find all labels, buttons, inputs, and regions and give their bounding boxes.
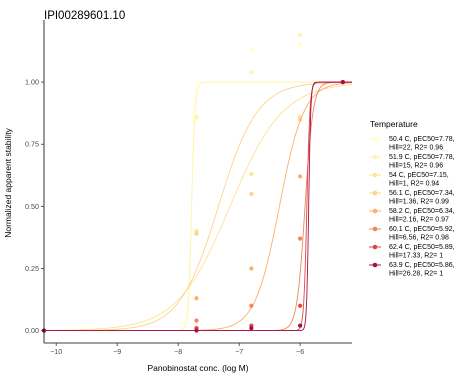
legend-label: 54 C, pEC50=7.15, Hill=1, R2= 0.94 bbox=[389, 172, 449, 188]
data-point bbox=[298, 174, 303, 179]
series-1 bbox=[41, 42, 352, 333]
x-tick-label: −8 bbox=[174, 347, 182, 356]
series-2 bbox=[41, 32, 352, 333]
x-tick-label: −10 bbox=[50, 347, 62, 356]
legend-item: 58.2 C, pEC50=6.34, Hill=2.16, R2= 0.97 bbox=[369, 208, 455, 224]
data-point bbox=[194, 318, 199, 323]
y-tick-label: 0.75 bbox=[25, 140, 39, 149]
legend-item: 62.4 C, pEC50=5.89, Hill=17.33, R2= 1 bbox=[369, 244, 455, 260]
series-8 bbox=[41, 80, 352, 333]
legend-swatch bbox=[372, 262, 378, 268]
legend-swatch bbox=[372, 190, 378, 196]
x-axis-label: Panobinostat conc. (log M) bbox=[147, 363, 248, 373]
legend-item: 50.4 C, pEC50=7.78, Hill=22, R2= 0.96 bbox=[369, 136, 455, 152]
legend-swatch bbox=[372, 172, 378, 178]
data-point bbox=[194, 114, 199, 119]
data-point bbox=[249, 303, 254, 308]
legend-item: 54 C, pEC50=7.15, Hill=1, R2= 0.94 bbox=[369, 172, 449, 188]
legend-label: 51.9 C, pEC50=7.78, Hill=15, R2= 0.96 bbox=[389, 154, 455, 170]
y-tick-label: 0.50 bbox=[25, 202, 39, 211]
legend-label: 63.9 C, pEC50=5.86, Hill=26.28, R2= 1 bbox=[389, 262, 455, 278]
data-point bbox=[249, 171, 254, 177]
fit-curve bbox=[43, 84, 353, 331]
data-point bbox=[194, 328, 199, 333]
legend-title: Temperature bbox=[370, 119, 418, 129]
data-point bbox=[298, 236, 303, 241]
legend-swatch bbox=[372, 208, 378, 214]
legend-label: 50.4 C, pEC50=7.78, Hill=22, R2= 0.96 bbox=[389, 136, 455, 152]
legend-swatch bbox=[372, 154, 378, 160]
legend-label: 56.1 C, pEC50=7.34, Hill=1.36, R2= 0.99 bbox=[389, 190, 455, 206]
legend-item: 51.9 C, pEC50=7.78, Hill=15, R2= 0.96 bbox=[369, 154, 455, 170]
data-point bbox=[298, 32, 303, 38]
data-point bbox=[249, 266, 254, 271]
plot-area bbox=[41, 32, 353, 333]
legend-label: 60.1 C, pEC50=5.92, Hill=6.56, R2= 0.98 bbox=[389, 226, 455, 242]
legend-label: 62.4 C, pEC50=5.89, Hill=17.33, R2= 1 bbox=[389, 244, 455, 260]
legend-item: 63.9 C, pEC50=5.86, Hill=26.28, R2= 1 bbox=[369, 262, 455, 278]
x-ticks: −10 −9 −8 −7 −6 bbox=[50, 343, 304, 356]
legend-label: 58.2 C, pEC50=6.34, Hill=2.16, R2= 0.97 bbox=[389, 208, 455, 224]
x-tick-label: −9 bbox=[113, 347, 121, 356]
data-point bbox=[340, 80, 345, 85]
legend-item: 60.1 C, pEC50=5.92, Hill=6.56, R2= 0.98 bbox=[369, 226, 455, 242]
data-point bbox=[249, 70, 254, 75]
legend-item: 56.1 C, pEC50=7.34, Hill=1.36, R2= 0.99 bbox=[369, 190, 455, 206]
data-point bbox=[194, 296, 199, 301]
y-tick-label: 0.25 bbox=[25, 264, 39, 273]
data-point bbox=[249, 325, 254, 331]
legend-swatch bbox=[372, 136, 378, 142]
legend-swatch bbox=[372, 244, 378, 250]
data-point bbox=[249, 47, 254, 52]
y-tick-label: 0.00 bbox=[25, 326, 39, 335]
legend: Temperature 50.4 C, pEC50=7.78, Hill=22, … bbox=[369, 119, 455, 278]
y-ticks: 0.00 0.25 0.50 0.75 1.00 bbox=[25, 78, 44, 335]
y-axis-label: Normalized apparent stability bbox=[3, 127, 13, 237]
x-tick-label: −6 bbox=[296, 347, 304, 356]
data-point bbox=[298, 303, 303, 308]
y-tick-label: 1.00 bbox=[25, 78, 39, 87]
legend-swatch bbox=[372, 226, 378, 232]
data-point bbox=[298, 42, 303, 47]
data-point bbox=[298, 323, 303, 328]
x-tick-label: −7 bbox=[235, 347, 243, 356]
data-point bbox=[249, 191, 254, 197]
data-point bbox=[194, 231, 199, 236]
chart-title: IPI00289601.10 bbox=[44, 10, 125, 22]
